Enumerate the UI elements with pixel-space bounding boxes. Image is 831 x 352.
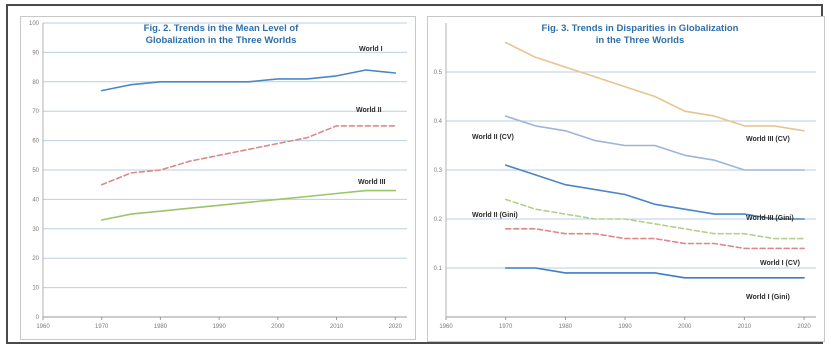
x-tick-label: 1970	[95, 324, 109, 330]
series-label: World I (CV)	[760, 260, 800, 267]
chart-mean-level-svg: 0 10 20 30 40 50 60 70 80 90 100 1960 1970 1980 1990 20…	[29, 21, 407, 330]
series-line-world-iii-cv	[504, 41, 805, 132]
series-label: World II (Gini)	[472, 212, 518, 219]
y-tick-label: 0.4	[434, 119, 443, 125]
y-tick-label: 0.3	[434, 168, 443, 174]
y-tick-label: 70	[32, 109, 39, 115]
y-tick-label: 0.2	[434, 217, 443, 223]
series-label: World III (Gini)	[746, 215, 794, 222]
x-tick-label: 2000	[678, 324, 692, 330]
series-label: World I (Gini)	[746, 294, 790, 301]
series-line-world-iii-gini	[504, 164, 805, 220]
y-tick-label: 0.1	[434, 266, 443, 272]
x-tick-label: 1980	[154, 324, 168, 330]
x-tick-label: 2010	[330, 324, 344, 330]
chart-title-line: Globalization in the Three Worlds	[146, 35, 297, 46]
y-tick-label: 50	[32, 168, 39, 174]
y-tick-label: 0	[36, 315, 40, 321]
x-tick-label: 1990	[212, 324, 226, 330]
x-tick-label: 2010	[738, 324, 752, 330]
chart-panel-disparities: 0.1 0.2 0.3 0.4 0.5 1960 1970 1980 1990 2000 2010 2…	[427, 16, 825, 342]
x-tick-label: 2020	[797, 324, 811, 330]
x-tick-label: 1960	[439, 324, 453, 330]
y-tick-label: 60	[32, 139, 39, 145]
x-tick-label: 1970	[499, 324, 513, 330]
series-label: World III	[358, 179, 386, 186]
chart-title-line: in the Three Worlds	[596, 35, 685, 46]
x-tick-label: 2020	[389, 324, 403, 330]
y-tick-label: 20	[32, 256, 39, 262]
chart-disparities-svg: 0.1 0.2 0.3 0.4 0.5 1960 1970 1980 1990 2000 2010 2…	[434, 23, 816, 330]
figure-frame: 0 10 20 30 40 50 60 70 80 90 100 1960 1970 1980 1990 20…	[6, 4, 825, 344]
series-label: World III (CV)	[746, 136, 790, 143]
y-tick-label: 40	[32, 197, 39, 203]
y-tick-label: 10	[32, 286, 39, 292]
x-tick-label: 2000	[271, 324, 285, 330]
series-line-world-ii	[100, 125, 397, 186]
series-label: World II	[356, 107, 382, 114]
series-line-world-i-gini	[504, 267, 805, 279]
series-label: World I	[359, 46, 383, 53]
y-tick-label: 90	[32, 50, 39, 56]
y-tick-label: 30	[32, 227, 39, 233]
chart-panel-mean-level: 0 10 20 30 40 50 60 70 80 90 100 1960 1970 1980 1990 20…	[20, 16, 416, 340]
y-tick-label: 80	[32, 80, 39, 86]
series-line-world-ii-gini	[504, 198, 805, 240]
x-tick-label: 1990	[618, 324, 632, 330]
series-label: World II (CV)	[472, 134, 514, 141]
series-line-world-iii	[100, 189, 397, 221]
chart-title-line: Fig. 3. Trends in Disparities in Globali…	[542, 23, 739, 34]
y-tick-label: 0.5	[434, 70, 443, 76]
series-line-world-i	[100, 69, 397, 92]
x-tick-label: 1960	[36, 324, 50, 330]
series-line-world-ii-cv	[504, 115, 805, 171]
chart-title-line: Fig. 2. Trends in the Mean Level of	[144, 23, 300, 34]
x-tick-label: 1980	[559, 324, 573, 330]
series-line-world-i-cv	[504, 228, 805, 250]
y-tick-label: 100	[29, 21, 40, 27]
